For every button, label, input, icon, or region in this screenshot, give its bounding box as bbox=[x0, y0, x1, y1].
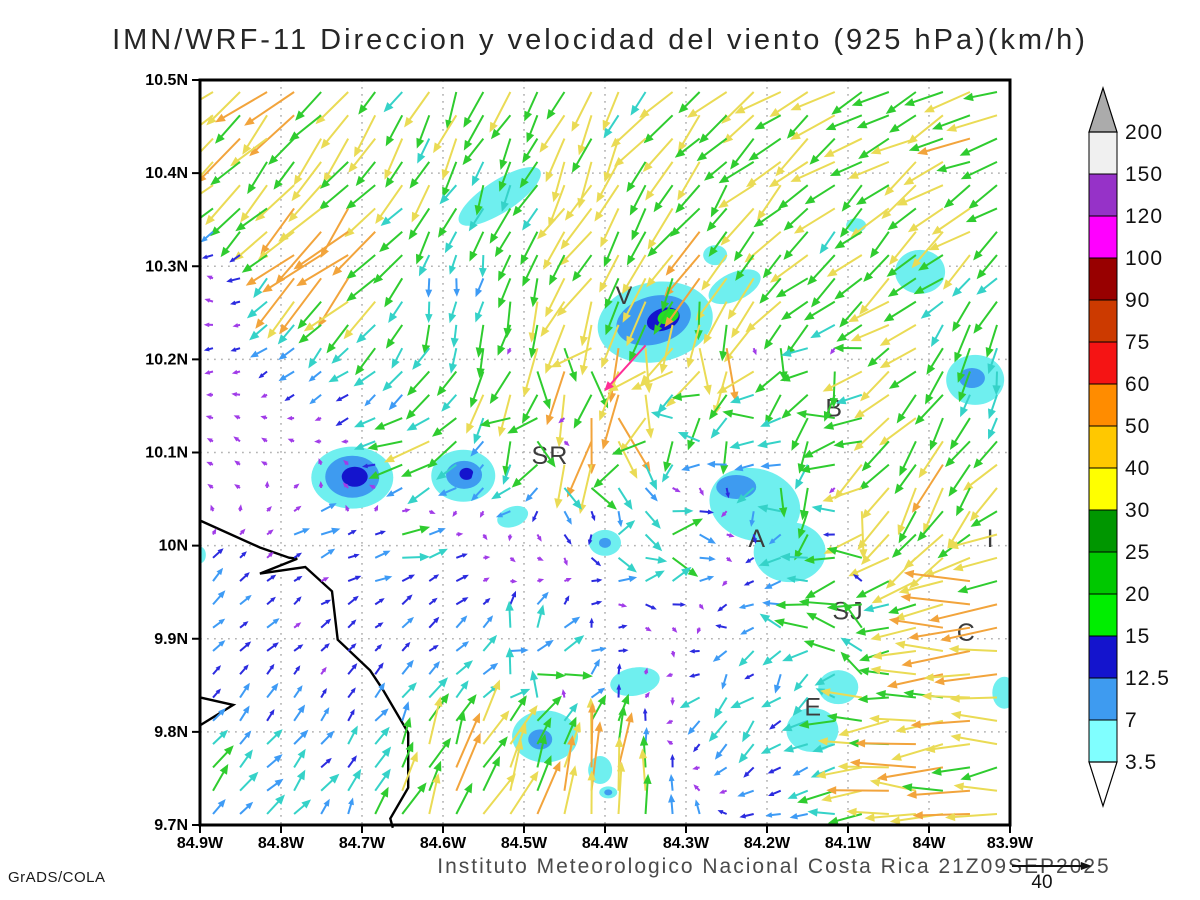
lat-tick-label: 10.1N bbox=[145, 445, 188, 462]
colorbar-tick-label: 12.5 bbox=[1125, 667, 1170, 690]
coastline bbox=[199, 519, 410, 829]
lon-tick-label: 84.3W bbox=[663, 835, 710, 852]
lat-tick-label: 10.4N bbox=[145, 165, 188, 182]
lat-tick-label: 10.3N bbox=[145, 258, 188, 275]
colorbar-tick-label: 30 bbox=[1125, 499, 1150, 522]
colorbar-tick-label: 20 bbox=[1125, 583, 1150, 606]
colorbar-tick-label: 90 bbox=[1125, 289, 1150, 312]
lon-tick-label: 84.2W bbox=[744, 835, 791, 852]
lon-tick-label: 84W bbox=[913, 835, 947, 852]
colorbar-tick-label: 200 bbox=[1125, 121, 1163, 144]
city-label-v: V bbox=[616, 282, 634, 310]
grid-lines bbox=[200, 80, 1010, 825]
colorbar-tick-label: 75 bbox=[1125, 331, 1150, 354]
shaded-speed-regions bbox=[198, 167, 1012, 799]
colorbar-tick-label: 3.5 bbox=[1125, 751, 1157, 774]
city-label-b: B bbox=[825, 395, 843, 423]
wind-vectors bbox=[198, 91, 1001, 825]
grads-cola-credit: GrADS/COLA bbox=[8, 869, 106, 886]
lat-tick-label: 9.7N bbox=[154, 817, 188, 834]
city-label-i: I bbox=[987, 525, 995, 553]
city-label-c: C bbox=[957, 619, 976, 647]
colorbar-tick-label: 120 bbox=[1125, 205, 1163, 228]
lon-tick-label: 84.9W bbox=[177, 835, 224, 852]
city-labels: V SR B A SJ C E I bbox=[532, 282, 995, 722]
lat-tick-label: 10N bbox=[159, 538, 188, 555]
lon-tick-label: 84.6W bbox=[420, 835, 467, 852]
city-label-a: A bbox=[748, 525, 766, 553]
colorbar-tick-label: 25 bbox=[1125, 541, 1150, 564]
city-label-sr: SR bbox=[532, 442, 569, 470]
lon-tick-label: 84.5W bbox=[501, 835, 548, 852]
lat-tick-label: 9.8N bbox=[154, 724, 188, 741]
city-label-sj: SJ bbox=[832, 598, 863, 626]
colorbar-tick-label: 7 bbox=[1125, 709, 1138, 732]
city-label-e: E bbox=[804, 694, 822, 722]
lon-tick-label: 84.7W bbox=[339, 835, 386, 852]
footer-caption: Instituto Meteorologico Nacional Costa R… bbox=[437, 855, 1111, 878]
lat-tick-label: 10.2N bbox=[145, 351, 188, 368]
colorbar-tick-label: 15 bbox=[1125, 625, 1150, 648]
chart-title: IMN/WRF-11 Direccion y velocidad del vie… bbox=[112, 24, 1088, 56]
colorbar-tick-label: 40 bbox=[1125, 457, 1150, 480]
lon-tick-label: 84.4W bbox=[582, 835, 629, 852]
reference-vector-label: 40 bbox=[1031, 872, 1053, 893]
lat-tick-label: 10.5N bbox=[145, 72, 188, 89]
colorbar: 3.5 7 12.5 15 20 25 30 40 50 60 75 90 100 120 150 200 bbox=[1088, 86, 1170, 808]
lat-tick-label: 9.9N bbox=[154, 631, 188, 648]
colorbar-tick-label: 150 bbox=[1125, 163, 1163, 186]
axis-labels: 84.9W 84.8W 84.7W 84.6W 84.5W 84.4W 84.3W 84.2W… bbox=[145, 72, 1034, 852]
colorbar-tick-label: 100 bbox=[1125, 247, 1163, 270]
colorbar-tick-label: 60 bbox=[1125, 373, 1150, 396]
colorbar-tick-label: 50 bbox=[1125, 415, 1150, 438]
map-frame bbox=[192, 78, 1012, 833]
lon-tick-label: 84.1W bbox=[825, 835, 872, 852]
lon-tick-label: 83.9W bbox=[987, 835, 1034, 852]
lon-tick-label: 84.8W bbox=[258, 835, 305, 852]
